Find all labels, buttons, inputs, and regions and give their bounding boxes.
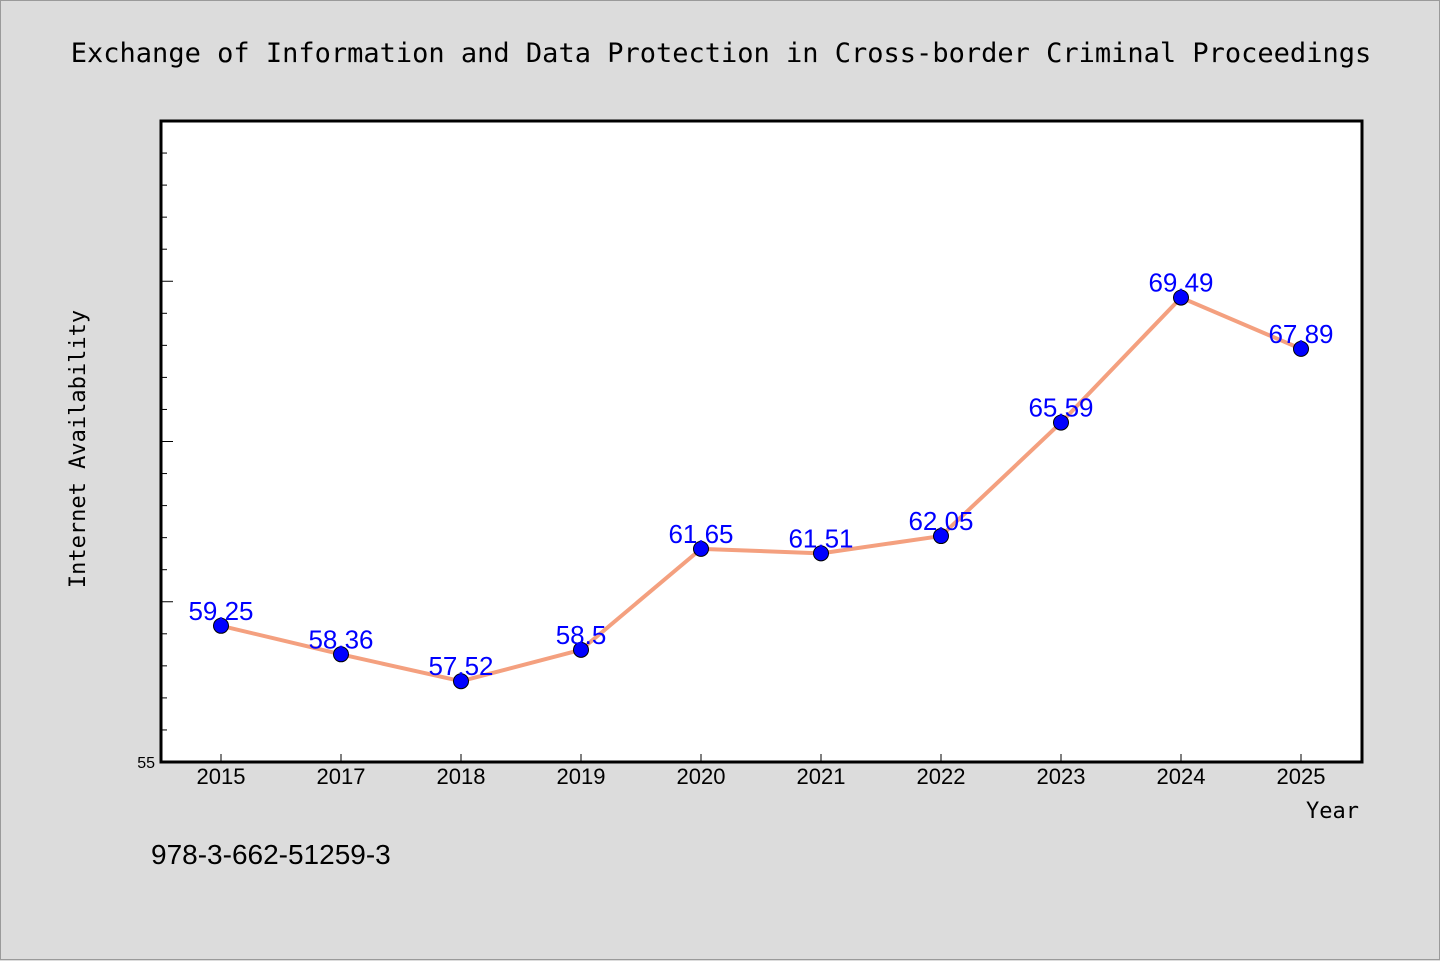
data-point: [1293, 340, 1309, 357]
data-label: 58.5: [556, 620, 607, 650]
data-point: [933, 528, 949, 545]
y-tick-label: 55: [137, 755, 155, 772]
x-tick-label: 2018: [437, 764, 486, 789]
data-label: 58.36: [308, 624, 373, 654]
data-label: 61.51: [788, 523, 853, 553]
series-line: [220, 295, 1302, 684]
data-point: [1173, 289, 1189, 306]
x-tick-label: 2015: [197, 764, 246, 789]
x-tick-label: 2023: [1037, 764, 1086, 789]
x-tick-label: 2020: [677, 764, 726, 789]
data-label: 59.25: [188, 596, 253, 626]
x-tick-label: 2022: [917, 764, 966, 789]
data-label: 65.59: [1028, 393, 1093, 423]
chart-title: Exchange of Information and Data Protect…: [71, 38, 1371, 69]
data-label: 61.65: [668, 519, 733, 549]
x-axis-label: Year: [1306, 799, 1359, 824]
x-tick-label: 2024: [1157, 764, 1206, 789]
x-tick-label: 2021: [797, 764, 846, 789]
plot-area: [159, 119, 1364, 764]
data-point: [813, 545, 829, 562]
data-label: 67.89: [1268, 319, 1333, 349]
series-group: 59.25 58.36 57.52 58.5 61.65 61.51 62.05 65.59 6…: [188, 268, 1334, 690]
y-axis-ticks: 55: [137, 120, 173, 772]
y-axis-label: Internet Availability: [66, 310, 91, 588]
data-label: 57.52: [428, 651, 493, 681]
x-tick-label: 2025: [1277, 764, 1326, 789]
x-tick-label: 2017: [317, 764, 366, 789]
data-point: [1053, 414, 1069, 431]
data-point: [213, 617, 229, 634]
footnote-text: 978-3-662-51259-3: [151, 839, 391, 870]
data-label: 69.49: [1148, 268, 1213, 298]
data-point: [333, 646, 349, 663]
data-point: [573, 641, 589, 658]
data-point: [453, 673, 469, 690]
x-tick-label: 2019: [557, 764, 606, 789]
data-point: [693, 540, 709, 557]
x-axis-ticks: 2015 2017 2018 2019 2020 2021 2022 2023 2024 2025: [197, 754, 1326, 789]
data-label: 62.05: [908, 506, 973, 536]
